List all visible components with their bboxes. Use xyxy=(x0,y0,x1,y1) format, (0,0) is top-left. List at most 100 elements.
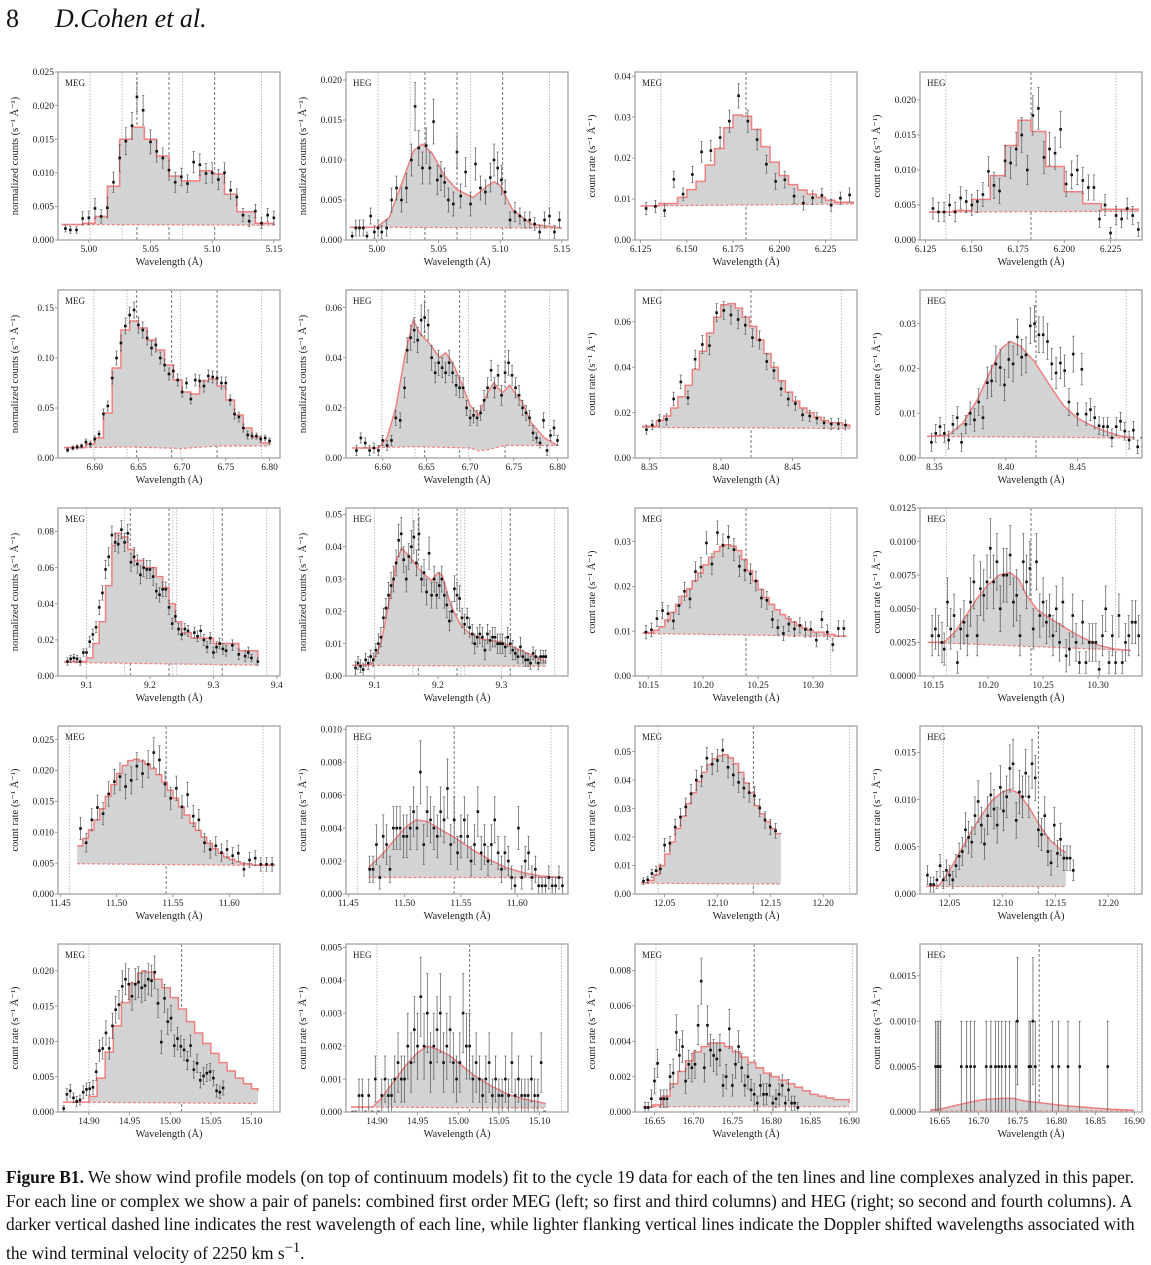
data-marker xyxy=(461,617,464,620)
data-point xyxy=(663,204,666,216)
data-marker xyxy=(543,219,546,222)
data-point xyxy=(1059,111,1062,147)
y-tick-label: 0.0000 xyxy=(890,672,916,682)
x-axis-label: Wavelength (Å) xyxy=(423,1128,491,1140)
data-point xyxy=(175,776,178,801)
data-marker xyxy=(1093,186,1096,189)
y-tick-label: 0.02 xyxy=(614,583,631,593)
data-point xyxy=(644,1102,647,1112)
data-point xyxy=(1098,661,1101,676)
data-point xyxy=(101,586,104,600)
data-point xyxy=(466,608,469,627)
data-marker xyxy=(72,447,75,450)
data-marker xyxy=(663,209,666,212)
data-marker xyxy=(392,578,395,581)
data-point xyxy=(446,759,449,818)
data-marker xyxy=(1111,437,1114,440)
data-marker xyxy=(190,398,193,401)
data-marker xyxy=(118,1003,121,1006)
data-marker xyxy=(1005,795,1008,798)
data-point xyxy=(937,202,940,222)
data-marker xyxy=(389,868,392,871)
y-tick-label: 0.015 xyxy=(321,116,343,126)
data-marker xyxy=(681,1045,684,1048)
data-marker xyxy=(650,629,653,632)
grating-label: HEG xyxy=(353,732,372,742)
data-marker xyxy=(152,751,155,754)
data-point xyxy=(943,202,946,222)
data-marker xyxy=(971,204,974,207)
data-marker xyxy=(1068,648,1071,651)
data-marker xyxy=(72,1097,75,1100)
data-marker xyxy=(420,995,423,998)
data-marker xyxy=(198,819,201,822)
data-marker xyxy=(934,432,937,435)
y-tick-label: 0.015 xyxy=(33,1002,55,1012)
data-marker xyxy=(801,414,804,417)
y-tick-label: 0.01 xyxy=(614,195,631,205)
x-tick-label: 15.00 xyxy=(448,1117,470,1127)
page-header: 8 D.Cohen et al. xyxy=(6,4,207,40)
data-marker xyxy=(804,628,807,631)
data-point xyxy=(548,866,551,889)
data-marker xyxy=(403,386,406,389)
data-marker xyxy=(504,852,507,855)
data-marker xyxy=(500,179,503,182)
data-marker xyxy=(413,536,416,539)
data-marker xyxy=(948,204,951,207)
y-tick-label: 0.04 xyxy=(37,600,54,610)
data-marker xyxy=(438,584,441,587)
data-marker xyxy=(952,423,955,426)
x-tick-label: 6.60 xyxy=(374,463,391,473)
data-point xyxy=(490,825,493,865)
model-fill xyxy=(63,971,258,1104)
data-marker xyxy=(1137,634,1140,637)
data-marker xyxy=(425,144,428,147)
data-point xyxy=(92,629,95,640)
y-tick-label: 0.005 xyxy=(895,201,917,211)
plot-area xyxy=(352,290,559,458)
x-axis-label: Wavelength (Å) xyxy=(135,474,203,486)
data-marker xyxy=(439,1012,442,1015)
data-marker xyxy=(203,639,206,642)
x-tick-label: 9.4 xyxy=(271,681,283,691)
data-marker xyxy=(174,615,177,618)
data-marker xyxy=(124,785,127,788)
data-marker xyxy=(651,424,654,427)
data-point xyxy=(1108,652,1111,674)
data-point xyxy=(364,438,367,448)
data-marker xyxy=(556,439,559,442)
data-marker xyxy=(954,211,957,214)
data-point xyxy=(368,445,371,455)
data-marker xyxy=(750,1089,753,1092)
data-marker xyxy=(697,1024,700,1027)
data-point xyxy=(561,878,564,894)
data-marker xyxy=(490,369,493,372)
data-marker xyxy=(410,545,413,548)
y-tick-label: 0.06 xyxy=(37,564,54,574)
grating-label: HEG xyxy=(353,950,372,960)
data-point xyxy=(653,1069,656,1094)
data-point xyxy=(1104,195,1107,216)
data-marker xyxy=(144,984,147,987)
data-marker xyxy=(1045,621,1048,624)
data-marker xyxy=(448,620,451,623)
data-marker xyxy=(974,814,977,817)
data-marker xyxy=(456,151,459,154)
data-point xyxy=(420,957,423,1036)
data-marker xyxy=(719,1049,722,1052)
y-tick-label: 0.05 xyxy=(325,511,342,521)
data-marker xyxy=(436,1028,439,1031)
data-marker xyxy=(737,1045,740,1048)
data-point xyxy=(423,303,426,333)
data-marker xyxy=(1058,641,1061,644)
data-marker xyxy=(474,163,477,166)
data-marker xyxy=(764,819,767,822)
data-marker xyxy=(470,860,473,863)
y-tick-label: 0.03 xyxy=(325,575,342,585)
data-marker xyxy=(130,561,133,564)
data-point xyxy=(419,741,422,804)
data-marker xyxy=(485,1078,488,1081)
